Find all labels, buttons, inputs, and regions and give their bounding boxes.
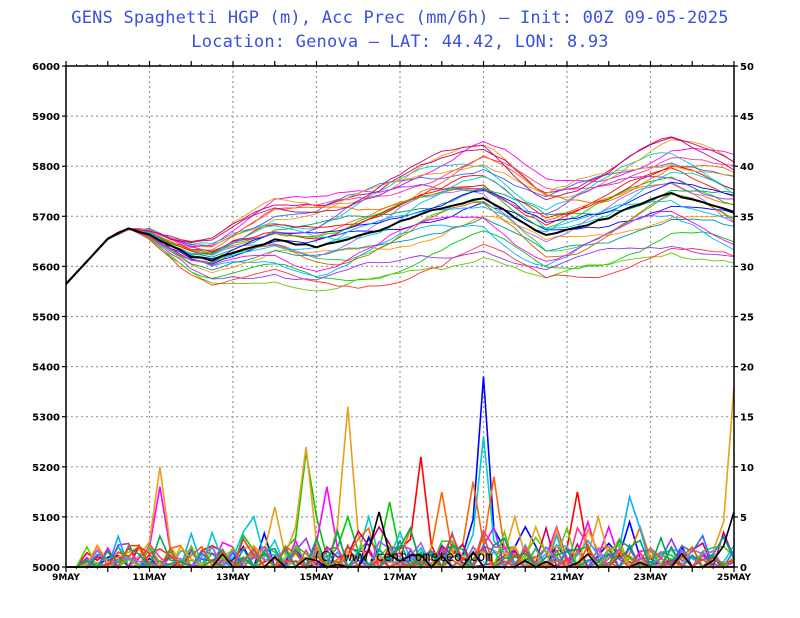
y-right-tick-label: 45 — [740, 112, 754, 123]
hgp-member-line — [65, 210, 735, 286]
y-left-tick-label: 5500 — [32, 313, 60, 324]
y-right-tick-label: 15 — [740, 413, 754, 424]
hgp-member-line — [65, 141, 735, 285]
grid-lines — [66, 66, 734, 567]
watermark: (C) www.centrometeo.com — [313, 550, 493, 565]
y-right-tick-label: 50 — [740, 62, 754, 73]
y-left-tick-label: 5000 — [32, 563, 60, 574]
hgp-member-line — [65, 156, 735, 285]
y-left-tick-label: 5600 — [32, 262, 60, 273]
y-right-tick-label: 5 — [740, 513, 747, 524]
hgp-member-line — [65, 176, 735, 284]
y-left-tick-label: 5900 — [32, 112, 60, 123]
hgp-member-line — [65, 228, 735, 286]
y-left-tick-label: 5200 — [32, 463, 60, 474]
x-tick-label: 13MAY — [216, 573, 251, 583]
x-tick-label: 9MAY — [52, 573, 80, 583]
chart-title-line1: GENS Spaghetti HGP (m), Acc Prec (mm/6h)… — [71, 8, 729, 28]
x-tick-label: 17MAY — [383, 573, 418, 583]
y-left-tick-label: 5800 — [32, 162, 60, 173]
y-left-tick-label: 6000 — [32, 62, 60, 73]
y-left-tick-label: 5400 — [32, 363, 60, 374]
x-tick-label: 25MAY — [717, 573, 752, 583]
hgp-member-line — [65, 192, 735, 286]
y-right-tick-label: 10 — [740, 463, 754, 474]
chart-title-line2: Location: Genova – LAT: 44.42, LON: 8.93 — [191, 32, 609, 52]
hgp-member-line — [65, 137, 735, 285]
y-left-tick-label: 5700 — [32, 212, 60, 223]
x-tick-label: 21MAY — [550, 573, 585, 583]
y-left-tick-label: 5300 — [32, 413, 60, 424]
hgp-member-line — [65, 227, 735, 292]
y-right-tick-label: 25 — [740, 313, 754, 324]
hgp-member-line — [65, 194, 735, 285]
x-tick-label: 15MAY — [299, 573, 334, 583]
hgp-member-line — [65, 214, 735, 285]
hgp-member-line — [65, 227, 735, 289]
y-right-tick-label: 0 — [740, 563, 747, 574]
axis-tick-labels: 5000510052005300540055005600570058005900… — [32, 62, 754, 583]
x-tick-label: 19MAY — [466, 573, 501, 583]
y-right-tick-label: 20 — [740, 363, 754, 374]
hgp-member-line — [65, 139, 735, 286]
x-tick-label: 11MAY — [132, 573, 167, 583]
hgp-ensemble-lines — [65, 136, 735, 292]
hgp-member-line — [65, 163, 735, 285]
hgp-member-line — [65, 154, 735, 285]
hgp-mean-line — [65, 191, 735, 285]
precip-member-line — [66, 476, 735, 569]
hgp-mean-line-path — [65, 191, 735, 285]
hgp-member-line — [65, 201, 735, 285]
y-right-tick-label: 40 — [740, 162, 754, 173]
x-tick-label: 23MAY — [633, 573, 668, 583]
y-right-tick-label: 30 — [740, 262, 754, 273]
hgp-member-line — [65, 217, 735, 285]
plot-frame — [62, 61, 738, 572]
y-left-tick-label: 5100 — [32, 513, 60, 524]
y-right-tick-label: 35 — [740, 212, 754, 223]
